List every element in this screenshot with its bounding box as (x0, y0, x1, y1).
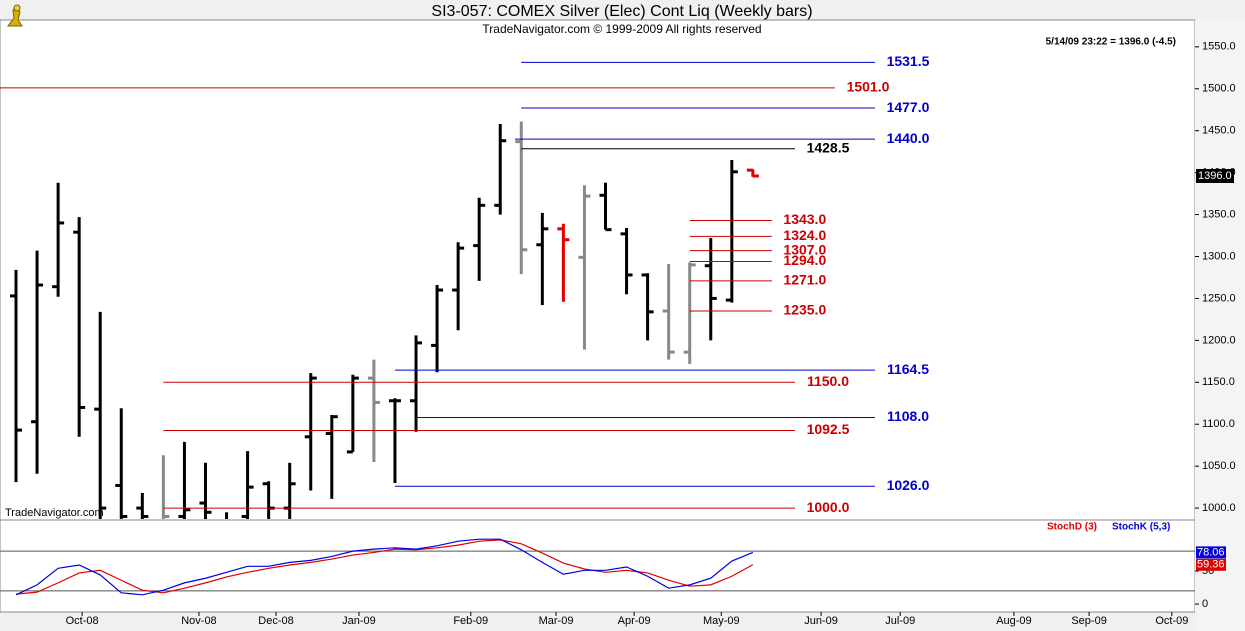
y-tick-label: 1350.0 (1202, 208, 1236, 220)
price-axis (1195, 20, 1245, 631)
y-tick-label: 1250.0 (1202, 292, 1236, 304)
x-tick-label: Jun-09 (804, 615, 838, 627)
level-label: 1324.0 (783, 227, 826, 243)
level-label: 1271.0 (783, 272, 826, 288)
level-label: 1307.0 (783, 241, 826, 257)
x-tick-label: Jan-09 (342, 615, 376, 627)
level-label: 1150.0 (807, 373, 849, 389)
x-tick-label: Apr-09 (618, 615, 651, 627)
chart-title: SI3-057: COMEX Silver (Elec) Cont Liq (W… (431, 3, 812, 20)
stoch-panel (0, 519, 1196, 613)
legend-entry: StochK (5,3) (1112, 522, 1170, 533)
x-tick-label: Sep-09 (1071, 615, 1106, 627)
level-label: 1092.5 (807, 421, 850, 437)
y-tick-label: 1200.0 (1202, 334, 1236, 346)
value-marker-label: 78.06 (1197, 546, 1225, 558)
watermark: TradeNavigator.com (5, 507, 104, 519)
x-tick-label: Jul-09 (885, 615, 915, 627)
level-label: 1477.0 (887, 99, 930, 115)
level-label: 1428.5 (807, 139, 850, 155)
x-tick-label: Oct-08 (66, 615, 99, 627)
level-label: 1108.0 (887, 408, 929, 424)
x-tick-label: Feb-09 (453, 615, 488, 627)
level-label: 1440.0 (887, 130, 930, 146)
y-tick-label: 1000.0 (1202, 502, 1236, 514)
legend-entry: StochD (3) (1047, 522, 1097, 533)
price-marker-label: 1396.0 (1198, 170, 1232, 182)
level-label: 1235.0 (783, 302, 826, 318)
y-tick-label: 0 (1202, 598, 1208, 610)
stoch-line (15, 539, 754, 595)
stoch-line (15, 538, 754, 596)
x-tick-label: Oct-09 (1155, 615, 1188, 627)
chart-subtitle: TradeNavigator.com © 1999-2009 All right… (482, 22, 761, 36)
price-plot (10, 121, 759, 519)
y-tick-label: 1100.0 (1202, 418, 1235, 430)
level-label: 1000.0 (807, 499, 850, 515)
x-tick-label: Aug-09 (996, 615, 1031, 627)
level-label: 1531.5 (887, 53, 930, 69)
value-marker (1196, 546, 1226, 559)
y-tick-label: 1500.0 (1202, 83, 1236, 95)
y-tick-label: 1450.0 (1202, 125, 1236, 137)
level-label: 1501.0 (847, 79, 890, 95)
y-tick-label: 1050.0 (1202, 460, 1236, 472)
price-marker (1196, 168, 1234, 183)
price-panel (0, 19, 1196, 521)
level-label: 1026.0 (887, 477, 930, 493)
x-tick-label: Mar-09 (539, 615, 574, 627)
status-text: 5/14/09 23:22 = 1396.0 (-4.5) (1046, 37, 1176, 48)
x-tick-label: May-09 (703, 615, 740, 627)
value-marker (1196, 558, 1226, 571)
level-label: 1343.0 (783, 211, 826, 227)
logo (7, 4, 23, 27)
y-tick-label: 1300.0 (1202, 250, 1236, 262)
level-label: 1164.5 (887, 361, 929, 377)
x-tick-label: Nov-08 (181, 615, 216, 627)
y-tick-label: 1550.0 (1202, 41, 1236, 53)
level-label: 1294.0 (783, 252, 826, 268)
value-marker-label: 59.36 (1197, 559, 1225, 571)
y-tick-label: 1150.0 (1202, 376, 1235, 388)
x-tick-label: Dec-08 (258, 615, 293, 627)
